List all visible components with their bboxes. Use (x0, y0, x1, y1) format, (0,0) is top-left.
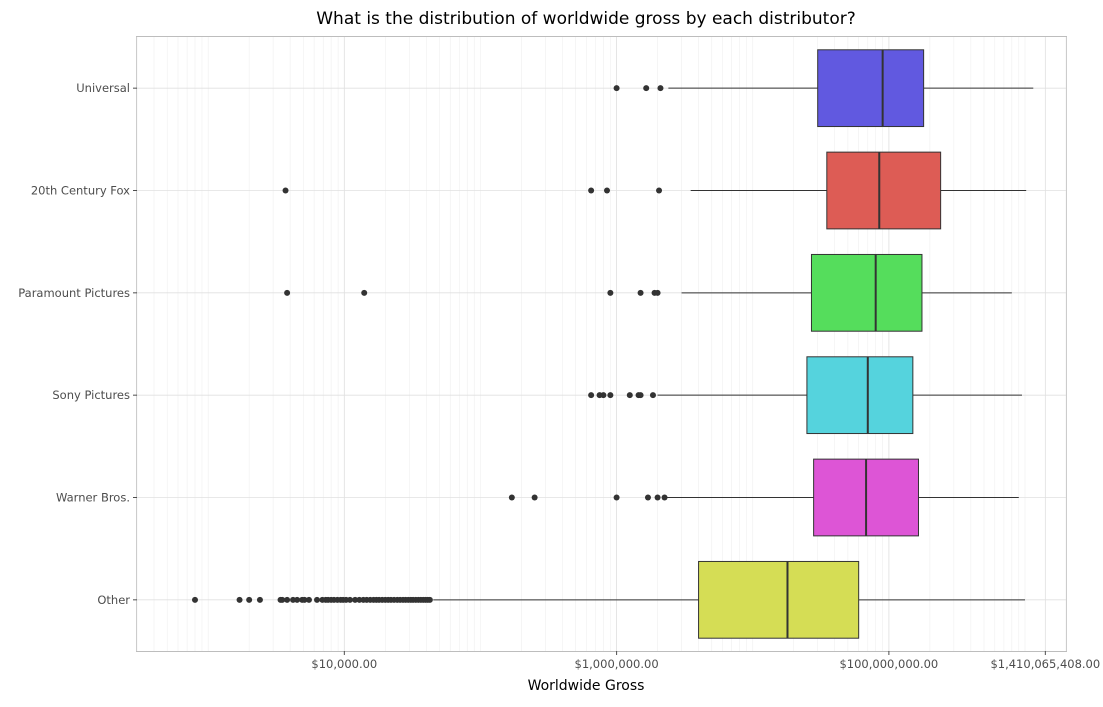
outlier-point (626, 392, 633, 399)
box-group (588, 356, 1022, 435)
x-axis-label: Worldwide Gross (528, 678, 645, 694)
outlier-point (282, 187, 289, 194)
outlier-point (661, 494, 668, 501)
outlier-point (284, 596, 291, 603)
outlier-point (236, 596, 243, 603)
outlier-point (256, 596, 263, 603)
outlier-point (305, 596, 312, 603)
outlier-point (613, 85, 620, 92)
y-tick-label: Paramount Pictures (18, 286, 130, 300)
box-group (508, 458, 1019, 537)
x-tick-label: $1,410,065,408.00 (990, 657, 1100, 671)
boxes-layer (191, 49, 1034, 639)
x-tick-label: $1,000,000.00 (575, 657, 659, 671)
iqr-box (826, 151, 942, 230)
x-tick-label: $10,000.00 (311, 657, 377, 671)
plot-panel (136, 36, 1067, 652)
iqr-box (817, 49, 925, 128)
outlier-point (361, 289, 368, 296)
y-tick-label: Sony Pictures (52, 388, 130, 402)
outlier-point (607, 392, 614, 399)
box-group (191, 560, 1026, 639)
x-tick-label: $100,000,000.00 (839, 657, 938, 671)
box-group (282, 151, 1027, 230)
outlier-point (246, 596, 253, 603)
outlier-point (603, 187, 610, 194)
iqr-box (698, 560, 860, 639)
outlier-point (314, 596, 321, 603)
outlier-point (346, 596, 353, 603)
iqr-box (806, 356, 914, 435)
grid-lines (136, 37, 1067, 651)
outlier-point (294, 596, 301, 603)
outlier-point (654, 289, 661, 296)
outlier-point (649, 392, 656, 399)
x-axis: $10,000.00 $1,000,000.00 $100,000,000.00 $1… (311, 651, 1100, 671)
box-group (284, 253, 1012, 332)
y-axis: Universal 20th Century Fox Paramount Pictu… (18, 81, 137, 607)
y-tick-label: Universal (76, 81, 130, 95)
outlier-point (588, 392, 595, 399)
outlier-point (654, 494, 661, 501)
outlier-point (279, 596, 286, 603)
outlier-point (637, 289, 644, 296)
outlier-point (637, 392, 644, 399)
outlier-point (657, 85, 664, 92)
y-tick-label: Other (97, 593, 130, 607)
outlier-point (352, 596, 359, 603)
y-tick-label: 20th Century Fox (31, 184, 130, 198)
outlier-point (508, 494, 515, 501)
outlier-point (284, 289, 291, 296)
outlier-point (607, 289, 614, 296)
y-tick-label: Warner Bros. (56, 491, 130, 505)
outlier-point (644, 494, 651, 501)
iqr-box (810, 253, 923, 332)
outlier-point (643, 85, 650, 92)
chart-title: What is the distribution of worldwide gr… (316, 9, 856, 29)
outlier-point (191, 596, 198, 603)
outlier-point (613, 494, 620, 501)
outlier-point (531, 494, 538, 501)
outlier-point (588, 187, 595, 194)
box-group (613, 49, 1034, 128)
outlier-point (426, 596, 433, 603)
outlier-point (656, 187, 663, 194)
outlier-point (600, 392, 607, 399)
outlier-point (301, 596, 308, 603)
